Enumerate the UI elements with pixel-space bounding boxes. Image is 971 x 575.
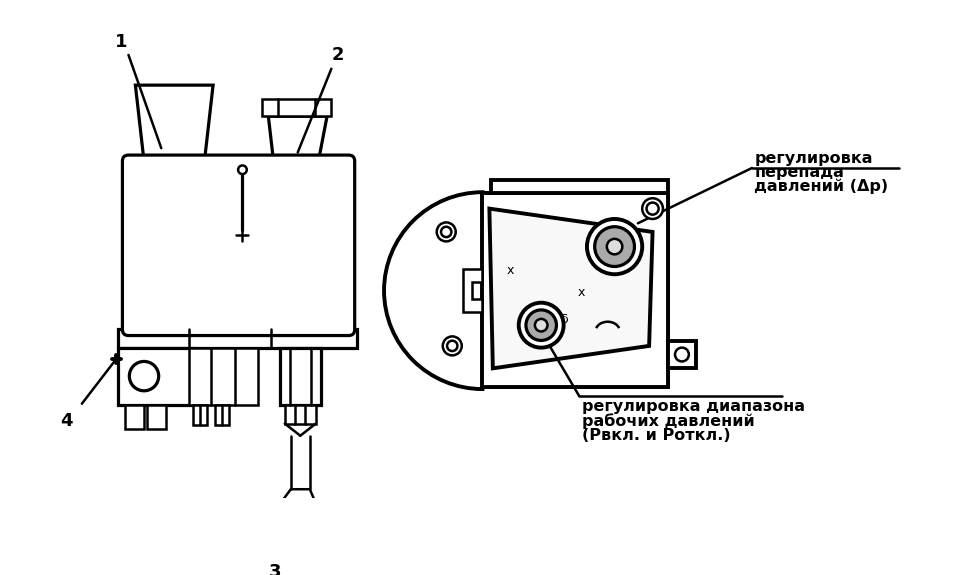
Text: регулировка диапазона: регулировка диапазона <box>582 398 805 413</box>
Polygon shape <box>267 489 320 522</box>
Polygon shape <box>262 99 331 116</box>
Bar <box>189 348 258 405</box>
Bar <box>118 348 194 405</box>
Bar <box>285 405 316 424</box>
Circle shape <box>586 219 642 274</box>
Text: рабочих давлений: рабочих давлений <box>582 413 754 429</box>
Polygon shape <box>489 209 653 369</box>
Bar <box>280 348 321 405</box>
Circle shape <box>535 319 548 331</box>
Polygon shape <box>135 85 213 161</box>
Text: x: x <box>578 286 586 299</box>
Wedge shape <box>385 192 483 389</box>
Text: давлений (Δp): давлений (Δp) <box>754 178 888 194</box>
Bar <box>668 341 696 369</box>
Text: регулировка: регулировка <box>754 151 873 166</box>
FancyBboxPatch shape <box>122 155 354 336</box>
Polygon shape <box>463 269 483 312</box>
Circle shape <box>447 341 457 351</box>
Bar <box>218 230 266 239</box>
Polygon shape <box>268 116 327 161</box>
Circle shape <box>642 198 663 219</box>
Circle shape <box>129 362 158 391</box>
Text: 4: 4 <box>60 412 73 430</box>
Bar <box>483 193 668 388</box>
Bar <box>118 329 357 348</box>
Text: δ: δ <box>560 313 568 327</box>
Text: 1: 1 <box>116 33 128 51</box>
Circle shape <box>594 227 634 266</box>
Bar <box>483 193 668 388</box>
Circle shape <box>526 310 556 340</box>
Bar <box>193 405 207 426</box>
Circle shape <box>607 239 622 254</box>
Text: 2: 2 <box>332 47 345 64</box>
Circle shape <box>519 302 563 348</box>
Circle shape <box>437 223 455 242</box>
Text: (Рвкл. и Роткл.): (Рвкл. и Роткл.) <box>582 428 730 443</box>
Circle shape <box>443 336 462 355</box>
Circle shape <box>675 348 688 362</box>
Text: перепада: перепада <box>754 165 845 180</box>
Circle shape <box>647 202 658 214</box>
Bar <box>491 180 668 193</box>
Bar <box>125 405 144 429</box>
Bar <box>147 405 166 429</box>
Bar <box>215 405 228 426</box>
Circle shape <box>441 227 452 237</box>
Text: x: x <box>507 264 514 277</box>
Circle shape <box>238 166 247 174</box>
Text: 3: 3 <box>269 562 282 575</box>
